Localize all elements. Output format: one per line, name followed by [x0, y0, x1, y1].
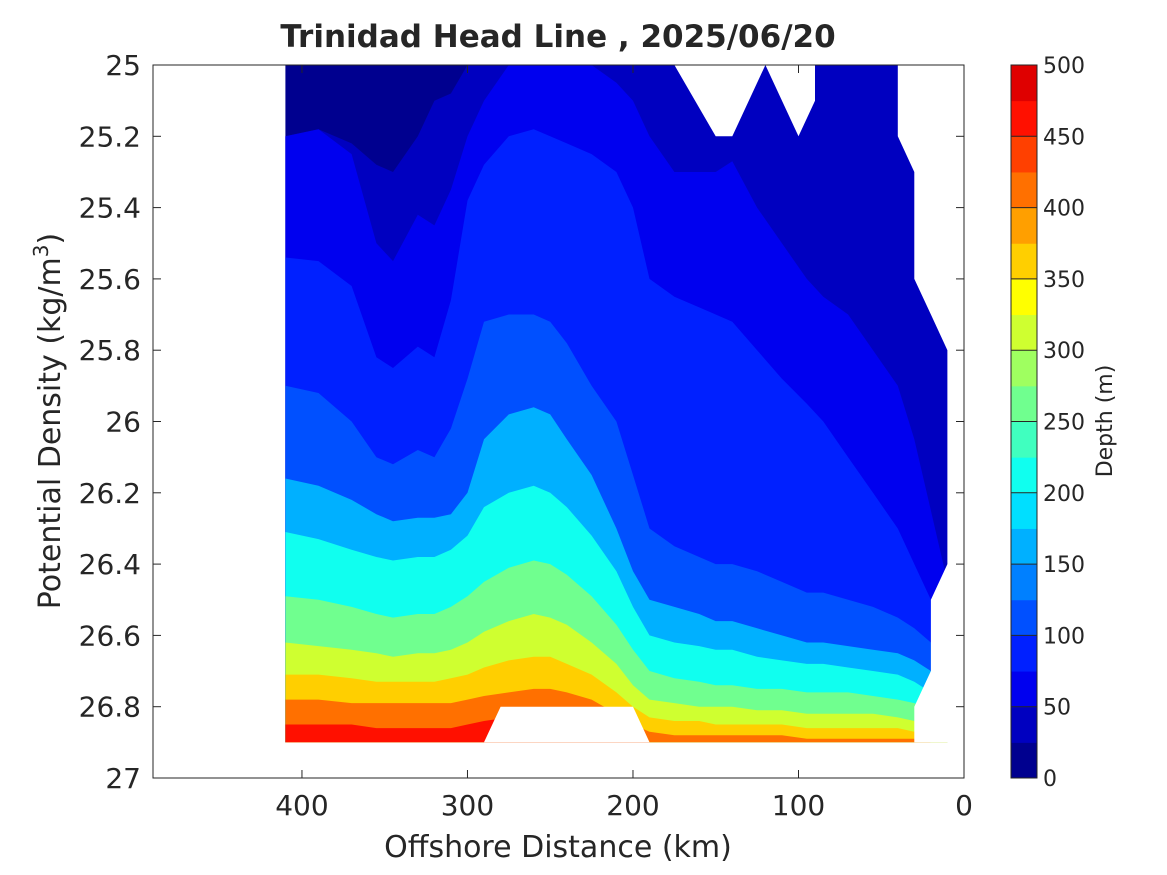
colorbar-swatch — [1011, 421, 1037, 458]
colorbar-swatch — [1011, 635, 1037, 672]
no-data-top-notch-left — [674, 65, 766, 137]
colorbar-swatch — [1011, 706, 1037, 743]
colorbar-swatch — [1011, 100, 1037, 137]
y-tick-label: 25.6 — [79, 263, 141, 296]
y-tick-label: 25.8 — [79, 334, 141, 367]
y-axis-label: Potential Density (kg/m3) — [29, 233, 68, 609]
colorbar-tick-label: 150 — [1043, 553, 1085, 578]
contour-band-450m — [285, 717, 948, 743]
no-data-top-right-gap — [897, 65, 964, 743]
colorbar-swatch — [1011, 65, 1037, 102]
x-tick-label: 0 — [955, 789, 973, 822]
colorbar-swatch — [1011, 599, 1037, 636]
y-tick-label: 26 — [105, 406, 141, 439]
y-tick-label: 26.6 — [79, 619, 141, 652]
colorbar-tick-label: 400 — [1043, 197, 1085, 222]
colorbar-swatch — [1011, 243, 1037, 280]
colorbar-swatch — [1011, 564, 1037, 601]
chart-title: Trinidad Head Line , 2025/06/20 — [280, 19, 835, 55]
colorbar-tick-label: 100 — [1043, 624, 1085, 649]
y-tick-label: 25 — [105, 49, 141, 82]
colorbar-swatch — [1011, 385, 1037, 422]
y-tick-label: 26.8 — [79, 691, 141, 724]
x-axis-label: Offshore Distance (km) — [384, 830, 732, 865]
colorbar-tick-label: 300 — [1043, 339, 1085, 364]
colorbar-swatch — [1011, 136, 1037, 173]
colorbar-swatch — [1011, 742, 1037, 779]
colorbar: 0 50 100 150 200 250 300 350 400 450 500 — [1010, 54, 1085, 792]
colorbar-swatch — [1011, 350, 1037, 387]
no-data-top-notch-right — [765, 65, 815, 137]
x-tick-label: 200 — [606, 789, 659, 822]
colorbar-swatch — [1011, 207, 1037, 244]
y-tick-label: 25.4 — [79, 192, 141, 225]
colorbar-swatch — [1011, 314, 1037, 351]
colorbar-tick-label: 250 — [1043, 411, 1085, 436]
contour-plot-area — [285, 65, 964, 743]
y-tick-label: 25.2 — [79, 120, 141, 153]
colorbar-swatch — [1011, 671, 1037, 708]
colorbar-tick-label: 200 — [1043, 482, 1085, 507]
colorbar-label: Depth (m) — [1093, 365, 1118, 478]
colorbar-swatch — [1011, 278, 1037, 316]
y-tick-label: 27 — [105, 762, 141, 795]
x-tick-label: 400 — [275, 789, 328, 822]
x-tick-label: 100 — [772, 789, 825, 822]
colorbar-tick-label: 350 — [1043, 268, 1085, 293]
y-tick-label: 26.2 — [79, 477, 141, 510]
axes: 400 300 200 100 0 25 25.2 25.4 25.6 25.8 26 26.2 26.… — [79, 49, 973, 822]
colorbar-tick-label: 0 — [1043, 767, 1057, 792]
colorbar-tick-label: 50 — [1043, 696, 1071, 721]
x-tick-label: 300 — [441, 789, 494, 822]
colorbar-swatch — [1011, 171, 1037, 209]
colorbar-tick-label: 450 — [1043, 125, 1085, 150]
colorbar-tick-label: 500 — [1043, 54, 1085, 79]
colorbar-swatch — [1011, 457, 1037, 494]
colorbar-swatch — [1011, 492, 1037, 529]
y-tick-label: 26.4 — [79, 548, 141, 581]
colorbar-swatch — [1011, 528, 1037, 565]
no-data-bottom-gap — [484, 706, 650, 743]
